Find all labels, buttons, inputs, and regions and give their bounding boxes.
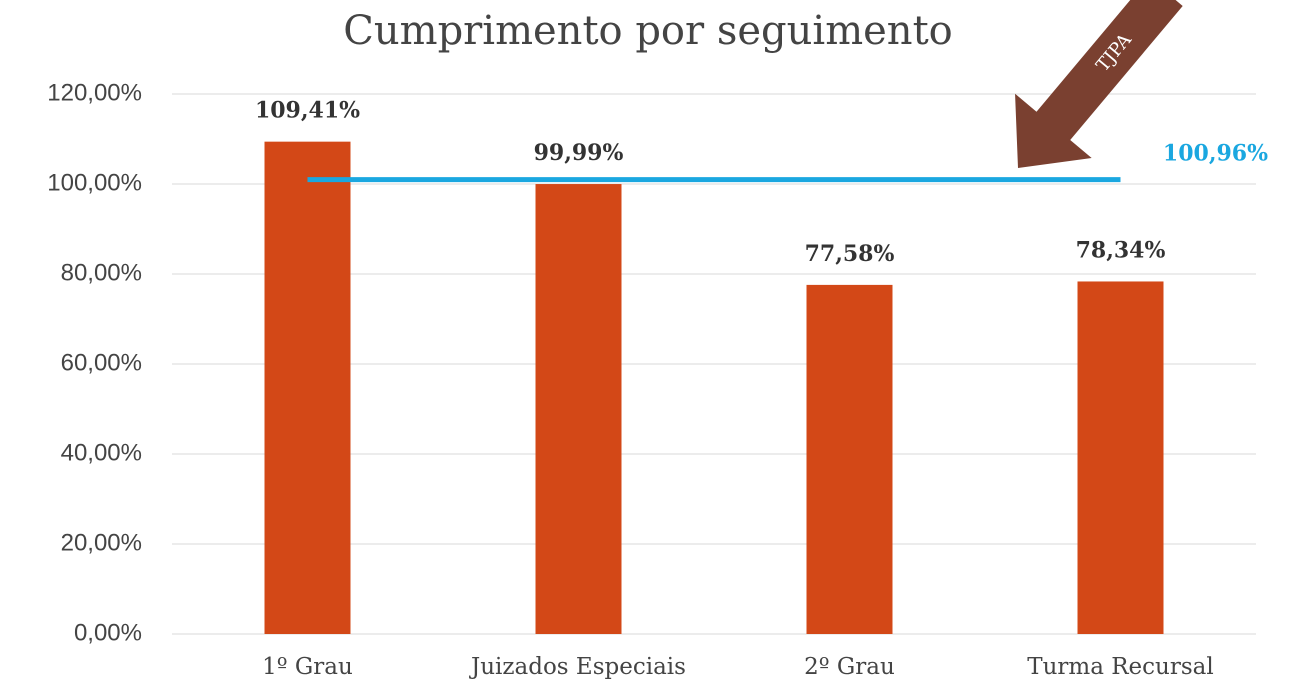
y-tick-label: 40,00% [61,439,142,466]
y-tick-label: 0,00% [74,619,142,646]
x-tick-label: Turma Recursal [1027,654,1213,680]
reference-label: 100,96% [1163,141,1268,167]
bar [265,142,351,634]
bar [536,184,622,634]
annotation-arrow: TJPA [980,0,1204,200]
bar [807,285,893,634]
value-label: 78,34% [1076,237,1166,263]
chart: Cumprimento por seguimento 0,00% 20,00% 40… [0,0,1291,689]
value-label: 99,99% [534,140,624,166]
x-tick-label: 2º Grau [804,654,895,680]
y-tick-label: 80,00% [61,259,142,286]
value-label: 77,58% [805,241,895,267]
x-tick-label: 1º Grau [262,654,353,680]
value-label: 109,41% [255,98,360,124]
y-tick-label: 100,00% [47,169,142,196]
chart-title: Cumprimento por seguimento [343,8,952,54]
y-tick-label: 20,00% [61,529,142,556]
y-tick-label: 60,00% [61,349,142,376]
y-tick-label: 120,00% [47,79,142,106]
bar [1078,281,1164,634]
x-tick-label: Juizados Especiais [469,654,686,680]
